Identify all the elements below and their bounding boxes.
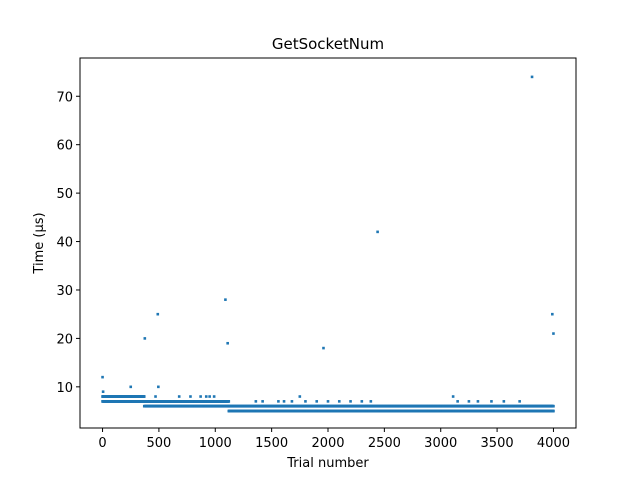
data-point — [369, 400, 373, 403]
data-point — [456, 400, 459, 403]
y-tick-label: 50 — [56, 187, 73, 202]
data-point — [326, 400, 330, 403]
x-tick-label: 2000 — [311, 436, 344, 451]
data-point — [552, 409, 555, 413]
y-tick-label: 40 — [56, 236, 73, 251]
data-point — [551, 312, 554, 316]
data-point — [322, 346, 325, 350]
data-point — [212, 395, 216, 398]
x-tick-label: 1500 — [255, 436, 288, 451]
data-point — [277, 400, 280, 403]
data-point — [101, 390, 105, 393]
x-tick-label: 1000 — [199, 436, 232, 451]
y-tick-label: 30 — [56, 284, 73, 299]
data-point — [315, 400, 319, 403]
data-point — [530, 75, 534, 79]
x-tick-label: 0 — [98, 436, 106, 451]
data-point — [290, 400, 294, 403]
data-point — [224, 298, 227, 301]
plot-frame — [79, 57, 577, 429]
data-point — [189, 395, 192, 398]
data-point — [502, 400, 506, 403]
data-point — [298, 395, 302, 398]
data-point — [282, 400, 286, 403]
data-point — [451, 395, 455, 398]
data-point — [227, 400, 231, 403]
data-point — [360, 400, 364, 403]
x-tick-label: 3500 — [481, 436, 514, 451]
scatter-points — [101, 75, 555, 413]
data-point — [204, 395, 208, 398]
x-tick-label: 500 — [146, 436, 171, 451]
data-point — [154, 395, 157, 398]
x-axis-ticks: 0 500 1000 1500 2000 2500 3000 3500 4000 — [98, 428, 570, 451]
y-tick-label: 60 — [56, 139, 73, 154]
data-point — [177, 395, 181, 398]
y-axis-label: Time (µs) — [32, 212, 47, 274]
y-tick-label: 20 — [56, 332, 73, 347]
data-point — [156, 312, 160, 316]
data-point — [490, 400, 493, 403]
data-point — [226, 341, 229, 345]
x-axis-label: Trial number — [286, 456, 369, 471]
data-point — [304, 400, 307, 403]
chart-title: GetSocketNum — [272, 35, 384, 53]
data-point — [476, 400, 480, 403]
data-point — [337, 400, 341, 403]
data-point — [467, 400, 471, 403]
data-point — [518, 400, 521, 403]
data-point — [129, 385, 133, 389]
data-point — [254, 400, 258, 403]
data-point — [157, 385, 160, 389]
data-point — [261, 400, 264, 403]
x-tick-label: 2500 — [368, 436, 401, 451]
data-point — [552, 404, 555, 408]
y-tick-label: 70 — [56, 90, 73, 105]
data-point — [552, 332, 555, 335]
data-point — [208, 395, 211, 398]
x-tick-label: 3000 — [424, 436, 457, 451]
data-point — [199, 395, 202, 398]
y-tick-label: 10 — [56, 381, 73, 396]
data-point — [143, 337, 147, 340]
data-point — [142, 395, 146, 398]
y-axis-ticks: 10 20 30 40 50 60 70 — [56, 90, 80, 396]
x-tick-label: 4000 — [537, 436, 570, 451]
data-point — [101, 375, 104, 379]
data-point — [376, 230, 379, 234]
data-point — [349, 400, 352, 403]
